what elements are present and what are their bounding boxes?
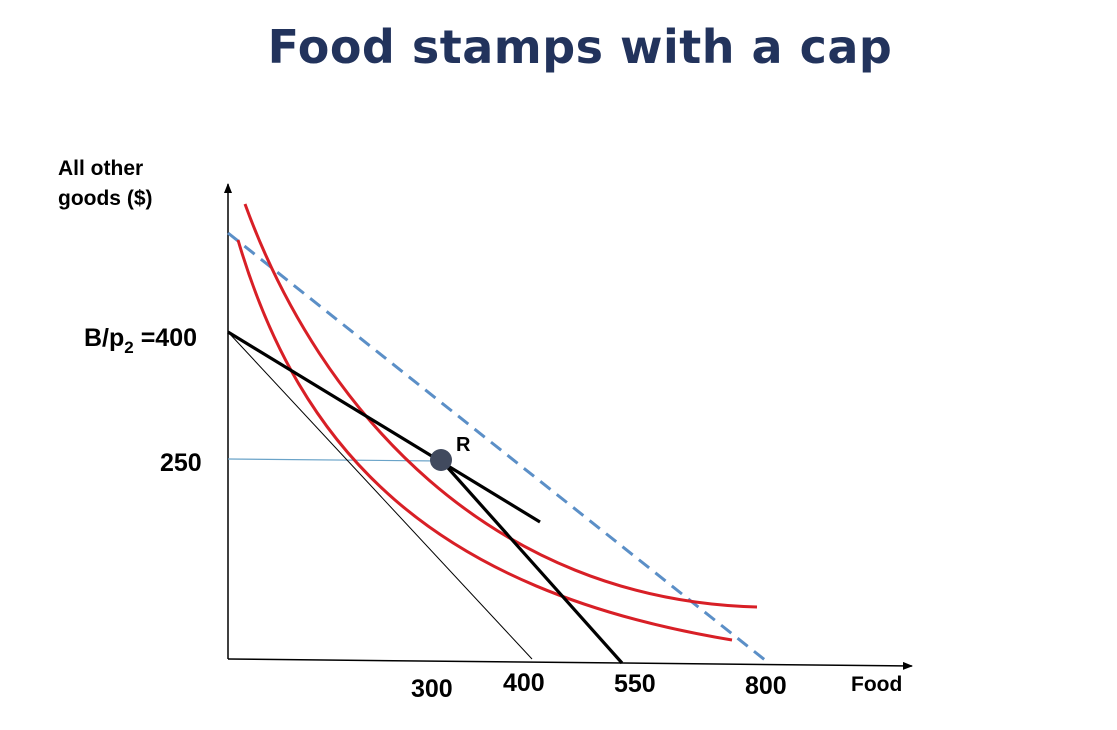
slide-title: Food stamps with a cap bbox=[267, 20, 893, 74]
y-intercept-label-sub: 2 bbox=[124, 338, 133, 357]
y-tick-250: 250 bbox=[160, 449, 202, 477]
indifference-curve-lower bbox=[236, 239, 733, 642]
point-r-label: R bbox=[456, 434, 471, 456]
y-axis-label-line1: All other bbox=[58, 157, 143, 180]
x-axis bbox=[227, 658, 913, 670]
point-r bbox=[430, 449, 452, 471]
x-tick-400: 400 bbox=[503, 669, 545, 697]
x-axis-label: Food bbox=[851, 673, 902, 696]
x-tick-300: 300 bbox=[411, 675, 453, 703]
x-tick-800: 800 bbox=[745, 672, 787, 700]
y-axis-label-line2: goods ($) bbox=[58, 187, 153, 210]
capped-budget-segment-upper bbox=[227, 330, 541, 524]
y-intercept-label-main: B/p bbox=[84, 324, 124, 352]
indifference-curve-upper bbox=[243, 203, 758, 609]
original-budget-line bbox=[227, 331, 533, 660]
y-intercept-label-value: =400 bbox=[134, 324, 197, 352]
capped-budget-segment-lower bbox=[438, 457, 624, 665]
reference-line-250 bbox=[227, 458, 441, 462]
y-intercept-label: B/p2 =400 bbox=[84, 324, 197, 357]
x-tick-550: 550 bbox=[614, 670, 656, 698]
unconstrained-budget-line bbox=[227, 231, 771, 666]
